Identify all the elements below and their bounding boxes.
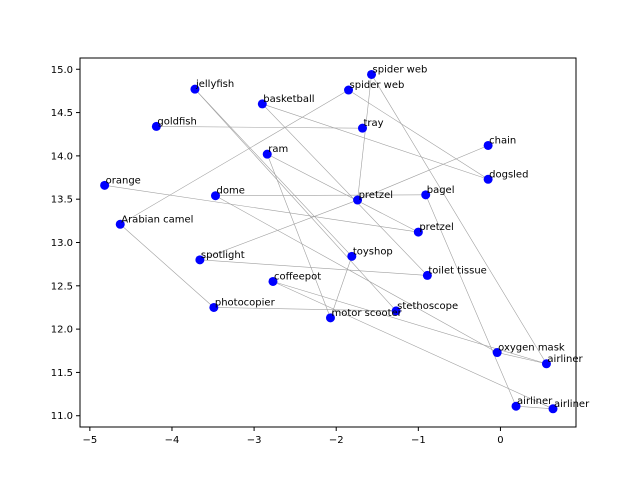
data-point	[190, 84, 200, 94]
edge-line	[120, 89, 349, 225]
point-label: orange	[106, 175, 141, 186]
y-tick-label: 14.0	[51, 151, 73, 162]
point-label: airliner	[554, 399, 590, 410]
point-label: toilet tissue	[428, 265, 486, 276]
point-label: ram	[268, 144, 288, 155]
data-point	[483, 140, 493, 150]
edge-line	[199, 259, 428, 276]
edge-line	[266, 154, 331, 318]
x-tick-label: −5	[82, 435, 97, 446]
data-point	[548, 404, 558, 414]
x-axis: −5 −4 −3 −2 −1 0	[82, 427, 504, 446]
data-point	[210, 191, 220, 201]
edge-line	[348, 89, 489, 180]
edge-line	[267, 153, 419, 233]
x-tick-label: −4	[165, 435, 180, 446]
data-point	[357, 123, 367, 133]
point-label: oxygen mask	[498, 343, 565, 354]
point-label: coffeepot	[274, 271, 321, 282]
data-point	[347, 251, 357, 261]
point-label: chain	[489, 135, 516, 146]
edge-line	[120, 224, 215, 308]
point-label: spider web	[350, 80, 405, 91]
y-tick-label: 15.0	[51, 65, 73, 76]
edge-line	[330, 256, 353, 318]
data-point	[541, 359, 551, 369]
edge-line	[357, 74, 372, 201]
y-tick-label: 12.0	[51, 325, 73, 336]
edge-line	[215, 194, 426, 197]
point-label: bagel	[427, 185, 455, 196]
point-label: airliner	[517, 396, 553, 407]
edge-line	[425, 194, 517, 407]
edge-line	[357, 145, 489, 201]
edge-line	[262, 103, 428, 276]
data-point	[262, 149, 272, 159]
edge-line	[194, 88, 397, 312]
data-point	[391, 306, 401, 316]
data-point	[367, 69, 377, 79]
point-label: spider web	[373, 64, 428, 75]
edge-line	[272, 281, 554, 410]
point-label: pretzel	[419, 222, 454, 233]
data-point	[492, 348, 502, 358]
point-label: toyshop	[353, 246, 393, 257]
point-label: dome	[216, 186, 244, 197]
data-point	[209, 302, 219, 312]
point-label: motor scooter	[331, 308, 402, 319]
edge-line	[262, 103, 489, 180]
edge-line	[213, 307, 397, 312]
data-point	[483, 174, 493, 184]
point-label: spotlight	[201, 250, 245, 261]
point-label: photocopier	[215, 297, 276, 308]
data-point	[413, 227, 423, 237]
point-label: tray	[363, 118, 383, 129]
edge-line	[194, 88, 353, 257]
y-tick-label: 14.5	[51, 108, 73, 119]
data-point	[268, 276, 278, 286]
data-points	[100, 69, 558, 414]
y-axis: 11.0 11.5 12.0 12.5 13.0 13.5 14.0 14.5 15.0	[51, 65, 80, 422]
data-point	[422, 270, 432, 280]
data-point	[100, 180, 110, 190]
y-tick-label: 11.5	[51, 368, 73, 379]
x-tick-label: −1	[411, 435, 426, 446]
edge-line	[371, 74, 547, 364]
edge-line	[156, 126, 363, 129]
point-label: basketball	[263, 94, 314, 105]
edge-line	[104, 185, 419, 233]
data-point	[257, 99, 267, 109]
data-point	[511, 401, 521, 411]
point-label: stethoscope	[397, 301, 458, 312]
point-label: goldfish	[157, 116, 196, 127]
x-tick-label: −2	[329, 435, 344, 446]
x-tick-label: 0	[497, 435, 503, 446]
point-label: jellyfish	[195, 79, 234, 90]
point-label: pretzel	[359, 190, 394, 201]
data-point	[195, 255, 205, 265]
y-tick-label: 13.5	[51, 195, 73, 206]
data-point	[151, 121, 161, 131]
y-tick-label: 12.5	[51, 281, 73, 292]
connection-lines	[104, 74, 554, 410]
point-labels: spider web jellyfish spider web basketball g…	[106, 64, 590, 409]
data-point	[325, 313, 335, 323]
data-point	[115, 219, 125, 229]
point-label: Arabian camel	[121, 214, 193, 225]
y-tick-label: 13.0	[51, 238, 73, 249]
data-point	[344, 85, 354, 95]
data-point	[421, 190, 431, 200]
edge-line	[497, 352, 547, 365]
point-label: airliner	[547, 354, 583, 365]
x-tick-label: −3	[247, 435, 262, 446]
edge-line	[516, 405, 554, 410]
y-tick-label: 11.0	[51, 411, 73, 422]
edge-line	[199, 199, 358, 261]
data-point	[353, 195, 363, 205]
point-label: dogsled	[489, 169, 528, 180]
edge-line	[215, 195, 498, 353]
